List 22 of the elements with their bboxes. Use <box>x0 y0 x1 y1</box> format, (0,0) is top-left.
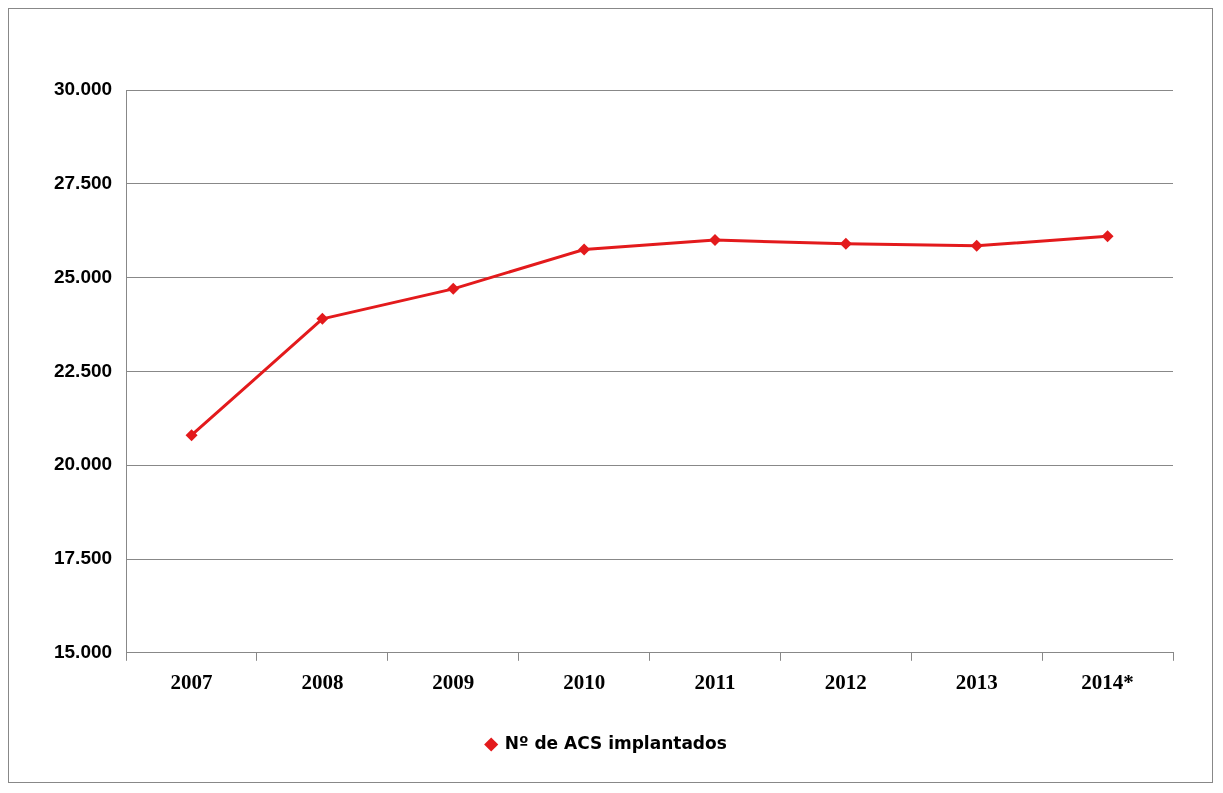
x-tick-label: 2014* <box>1081 669 1134 694</box>
x-tick-label: 2010 <box>563 669 606 694</box>
y-tick-label: 30.000 <box>53 78 113 100</box>
x-tick-label: 2008 <box>301 669 344 694</box>
x-tick-label: 2013 <box>955 669 998 694</box>
x-tick-label: 2011 <box>694 669 736 694</box>
y-tick-label: 15.000 <box>53 641 113 663</box>
point <box>447 282 460 295</box>
y-tick-label: 17.500 <box>53 547 113 569</box>
y-tick-label: 27.500 <box>53 172 113 194</box>
x-tick-label: 2012 <box>824 669 867 694</box>
x-tick-label: 2009 <box>432 669 475 694</box>
point <box>578 243 591 256</box>
y-tick-label: 20.000 <box>53 453 113 475</box>
legend-label: Nº de ACS implantados <box>504 732 727 753</box>
point <box>316 312 329 325</box>
point <box>970 239 983 252</box>
point <box>185 429 198 442</box>
y-tick-label: 22.500 <box>53 359 113 381</box>
x-tick-label: 2007 <box>170 669 213 694</box>
y-tick-label: 25.000 <box>53 265 113 287</box>
point <box>1101 230 1114 243</box>
